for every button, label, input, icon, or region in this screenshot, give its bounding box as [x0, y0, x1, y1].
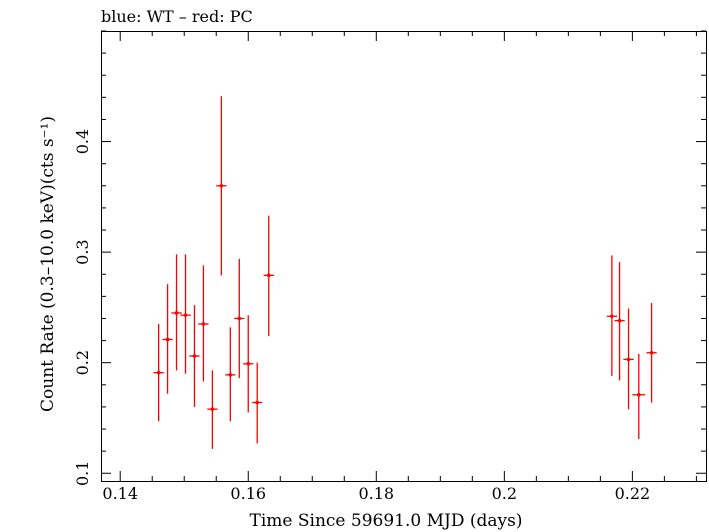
data-point	[632, 353, 646, 439]
x-tick-label: 0.18	[358, 484, 394, 503]
point-marker	[201, 322, 206, 326]
data-point	[263, 215, 274, 337]
x-axis-label: Time Since 59691.0 MJD (days)	[250, 511, 523, 531]
point-marker	[174, 311, 179, 315]
y-tick-label: 0.4	[73, 129, 92, 154]
axis-ticks: 0.14 0.16 0.18 0.2 0.22 0.1 0.2 0.3 0.4	[73, 30, 706, 503]
point-marker	[165, 337, 170, 342]
data-point	[623, 308, 634, 410]
point-marker	[183, 313, 188, 317]
data-point	[180, 254, 191, 374]
data-point	[243, 315, 254, 413]
y-tick-label: 0.1	[73, 461, 92, 486]
data-point	[614, 262, 625, 381]
data-point	[606, 255, 618, 376]
point-marker	[636, 392, 641, 397]
y-tick-label: 0.3	[73, 239, 92, 264]
x-tick-label: 0.14	[102, 484, 138, 503]
point-marker	[237, 316, 242, 321]
data-point	[198, 265, 209, 382]
point-marker	[617, 318, 622, 323]
data-series	[153, 96, 657, 449]
data-point	[216, 96, 227, 276]
plot-frame	[101, 31, 707, 482]
data-point	[234, 258, 245, 379]
data-point	[162, 284, 173, 394]
data-point	[207, 370, 218, 449]
chart-title: blue: WT – red: PC	[101, 7, 253, 26]
point-marker	[626, 357, 631, 362]
x-tick-label: 0.2	[492, 484, 517, 503]
data-point	[171, 254, 182, 371]
data-point	[189, 305, 200, 407]
y-tick-label: 0.2	[73, 350, 92, 375]
point-marker	[266, 273, 271, 278]
data-point	[646, 302, 657, 403]
point-marker	[255, 400, 260, 405]
point-marker	[649, 350, 654, 355]
point-marker	[246, 362, 251, 366]
point-marker	[228, 373, 233, 377]
point-marker	[610, 314, 614, 319]
point-marker	[210, 407, 215, 411]
x-tick-label: 0.22	[615, 484, 651, 503]
point-marker	[192, 354, 197, 358]
x-tick-label: 0.16	[230, 484, 266, 503]
data-point	[225, 327, 236, 422]
data-point	[252, 362, 263, 444]
point-marker	[219, 183, 224, 188]
point-marker	[156, 370, 161, 375]
y-axis-label: Count Rate (0.3–10.0 keV)(cts s⁻¹)	[38, 116, 58, 412]
data-point	[153, 323, 164, 422]
